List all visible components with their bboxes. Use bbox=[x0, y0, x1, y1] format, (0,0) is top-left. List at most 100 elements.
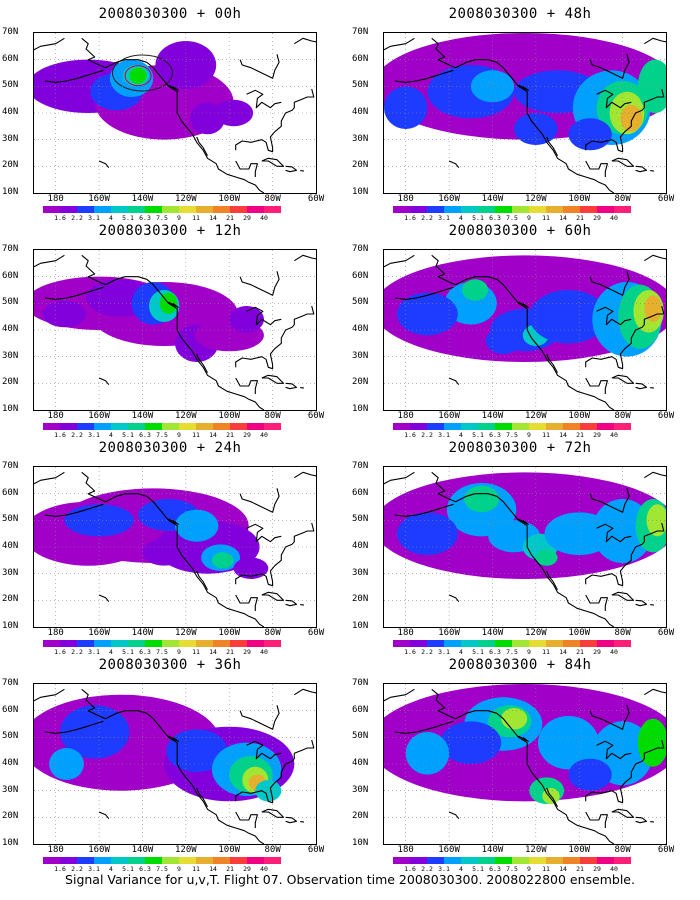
colorbar-label: 11 bbox=[542, 214, 550, 222]
variance-contour bbox=[462, 279, 489, 301]
colorbar bbox=[43, 423, 281, 430]
colorbar-label: 3.1 bbox=[88, 648, 100, 656]
coastline bbox=[650, 821, 654, 823]
panel-24h: 2008030300 + 24h 70N 60N 50N 40N 30N 20N 10N 18… bbox=[0, 439, 340, 656]
coastline bbox=[384, 254, 415, 268]
y-tick-label: 10N bbox=[2, 838, 19, 848]
variance-contour bbox=[211, 552, 234, 569]
colorbar-label: 7.5 bbox=[156, 648, 168, 656]
x-tick-label: 60W bbox=[657, 628, 675, 638]
coastline bbox=[44, 720, 104, 734]
coastline bbox=[585, 88, 665, 153]
colorbar-swatch bbox=[213, 206, 230, 213]
colorbar-swatch bbox=[179, 423, 196, 430]
colorbar-label: 14 bbox=[209, 431, 217, 439]
colorbar-swatch bbox=[410, 857, 427, 864]
map-canvas bbox=[384, 33, 666, 193]
y-tick-label: 50N bbox=[352, 731, 369, 742]
colorbar-swatch bbox=[162, 206, 179, 213]
graticule bbox=[34, 467, 316, 627]
colorbar-swatch bbox=[94, 206, 111, 213]
coastlines bbox=[384, 37, 666, 193]
colorbar-swatch bbox=[529, 640, 546, 647]
variance-contour bbox=[568, 758, 612, 791]
colorbar-label: 21 bbox=[576, 865, 584, 873]
colorbar-label: 40 bbox=[610, 648, 618, 656]
colorbar-label: 9 bbox=[527, 865, 531, 873]
colorbar-label: 40 bbox=[260, 431, 268, 439]
coastline bbox=[635, 599, 648, 607]
colorbar-label: 40 bbox=[260, 865, 268, 873]
colorbar-swatch bbox=[247, 206, 264, 213]
colorbar-swatch bbox=[495, 640, 512, 647]
coastline bbox=[585, 811, 608, 828]
colorbar-swatch bbox=[461, 206, 478, 213]
colorbar-label: 4 bbox=[459, 865, 463, 873]
panel-title: 2008030300 + 36h bbox=[98, 657, 242, 673]
colorbar-swatch bbox=[410, 423, 427, 430]
coastline bbox=[546, 136, 558, 156]
colorbar-label: 7.5 bbox=[156, 214, 168, 222]
colorbar-swatch bbox=[111, 857, 128, 864]
variance-field bbox=[384, 684, 666, 804]
variance-contour bbox=[637, 718, 666, 767]
colorbar-swatch bbox=[77, 206, 94, 213]
colorbar-label: 29 bbox=[243, 865, 251, 873]
x-tick-label: 80W bbox=[614, 194, 631, 204]
x-tick-label: 160W bbox=[88, 845, 110, 855]
colorbar-label: 1.6 bbox=[54, 865, 66, 873]
panel-72h: 2008030300 + 72h 70N 60N 50N 40N 30N 20N 10N 18… bbox=[350, 439, 690, 656]
y-tick-label: 10N bbox=[2, 187, 19, 197]
colorbar-swatch bbox=[162, 640, 179, 647]
y-tick-label: 10N bbox=[352, 187, 369, 197]
colorbar-label: 6.3 bbox=[139, 648, 151, 656]
variance-contour bbox=[568, 118, 612, 151]
x-tick-label: 160W bbox=[88, 628, 110, 638]
coastline bbox=[239, 705, 280, 730]
x-tick-label: 180 bbox=[397, 411, 414, 421]
colorbar-swatch bbox=[478, 857, 495, 864]
y-tick-label: 60N bbox=[2, 487, 19, 498]
colorbar-label: 7.5 bbox=[156, 865, 168, 873]
coastline bbox=[448, 160, 460, 169]
colorbar-label: 5.1 bbox=[472, 214, 484, 222]
coastline bbox=[596, 740, 632, 760]
colorbar-label: 1.6 bbox=[404, 865, 416, 873]
coastline bbox=[448, 377, 460, 386]
panel-84h: 2008030300 + 84h 70N 60N 50N 40N 30N 20N 10N 18… bbox=[350, 656, 690, 873]
coastline bbox=[431, 471, 615, 627]
coastline bbox=[596, 523, 632, 543]
colorbar-swatch bbox=[94, 423, 111, 430]
variance-contour bbox=[129, 67, 147, 84]
colorbar-label: 4 bbox=[109, 865, 113, 873]
y-tick-label: 60N bbox=[2, 270, 19, 281]
colorbar-swatch bbox=[461, 640, 478, 647]
colorbar-swatch bbox=[94, 857, 111, 864]
x-tick-label: 60W bbox=[307, 411, 325, 421]
coastline bbox=[546, 353, 558, 373]
x-tick-label: 60W bbox=[657, 845, 675, 855]
x-tick-label: 80W bbox=[264, 194, 281, 204]
panel-title: 2008030300 + 12h bbox=[98, 223, 242, 239]
colorbar-swatch bbox=[495, 206, 512, 213]
colorbar-swatch bbox=[179, 857, 196, 864]
coastline bbox=[644, 471, 666, 479]
y-tick-label: 20N bbox=[2, 594, 19, 605]
x-tick-label: 160W bbox=[438, 628, 460, 638]
y-tick-label: 20N bbox=[352, 160, 369, 171]
coastline bbox=[635, 382, 648, 390]
colorbar-swatch bbox=[77, 423, 94, 430]
coastline bbox=[611, 591, 635, 601]
y-tick-label: 10N bbox=[352, 621, 369, 631]
x-tick-label: 80W bbox=[264, 845, 281, 855]
colorbar-label: 3.1 bbox=[438, 648, 450, 656]
y-tick-label: 60N bbox=[352, 53, 369, 64]
coastline bbox=[98, 811, 110, 820]
coastline bbox=[518, 518, 529, 525]
colorbar-swatch bbox=[495, 857, 512, 864]
colorbar bbox=[393, 423, 631, 430]
x-tick-label: 100W bbox=[218, 845, 241, 855]
coastline bbox=[644, 254, 666, 262]
variance-contour bbox=[535, 549, 558, 566]
y-tick-label: 10N bbox=[352, 838, 369, 848]
